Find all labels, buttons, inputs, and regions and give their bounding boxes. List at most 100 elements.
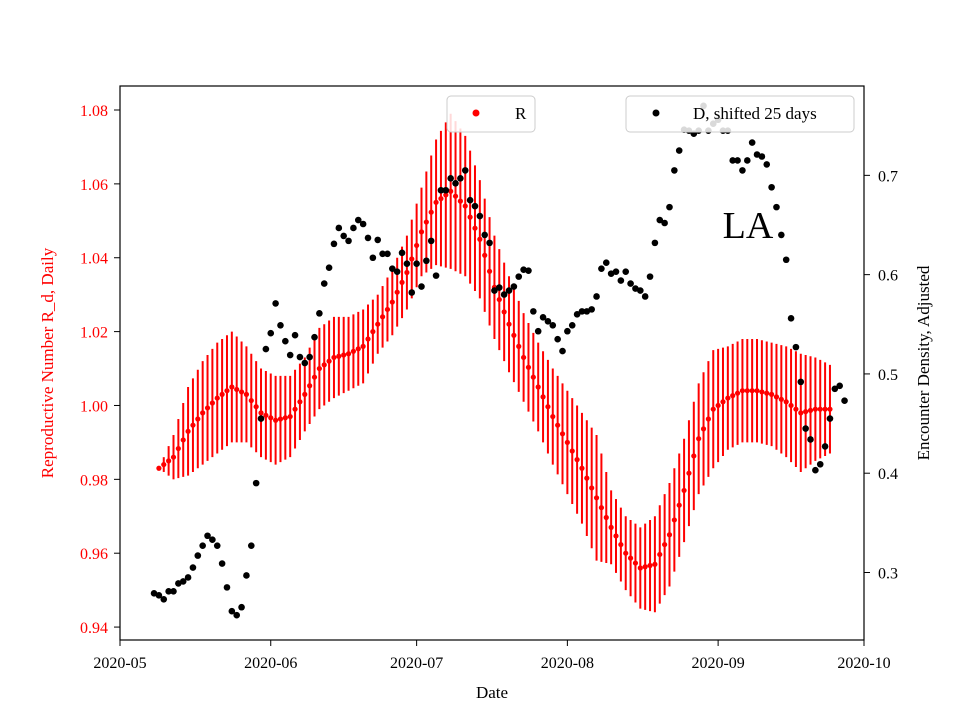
- d-point: [286, 351, 294, 359]
- left-y-tick-label: 0.94: [80, 620, 108, 637]
- r-point: [564, 439, 570, 446]
- r-point: [725, 395, 731, 401]
- r-point: [462, 203, 468, 209]
- d-point: [267, 329, 275, 337]
- d-point: [836, 382, 843, 390]
- d-point: [354, 216, 362, 224]
- d-point: [213, 542, 221, 549]
- r-point: [555, 422, 561, 428]
- d-point: [461, 167, 469, 174]
- d-point: [393, 268, 401, 275]
- d-point: [588, 306, 595, 313]
- r-point: [219, 391, 225, 397]
- d-point: [525, 267, 532, 274]
- r-point: [214, 395, 220, 401]
- d-point: [262, 345, 270, 353]
- right-y-tick-label: 0.6: [878, 268, 898, 285]
- r-point: [379, 314, 386, 320]
- left-y-tick-label: 0.96: [80, 546, 108, 563]
- r-point: [482, 252, 488, 258]
- d-point: [194, 552, 202, 559]
- d-point: [675, 147, 683, 154]
- d-point: [257, 415, 265, 422]
- left-y-axis-label: Reproductive Number R_d, Daily: [38, 247, 57, 478]
- r-point: [662, 541, 668, 548]
- r-point: [696, 436, 702, 442]
- d-point: [252, 479, 260, 487]
- r-point: [501, 309, 507, 315]
- d-point: [247, 542, 255, 549]
- d-point: [539, 314, 547, 321]
- d-point: [437, 186, 445, 194]
- d-point: [554, 335, 561, 343]
- d-point: [423, 257, 430, 265]
- r-point: [423, 219, 429, 225]
- d-point: [646, 273, 654, 280]
- r-point: [671, 517, 677, 523]
- d-point: [189, 564, 197, 571]
- d-point: [481, 231, 489, 239]
- d-point: [403, 260, 411, 268]
- r-point: [773, 394, 780, 400]
- d-point: [335, 224, 343, 232]
- d-point: [330, 240, 338, 248]
- r-point: [506, 321, 512, 327]
- d-point: [476, 212, 484, 220]
- d-point: [748, 139, 756, 146]
- r-point: [511, 332, 517, 338]
- d-point: [573, 311, 581, 318]
- legend-d-label: D, shifted 25 days: [693, 104, 817, 123]
- left-y-tick-label: 1.06: [80, 177, 108, 194]
- r-point: [676, 502, 682, 508]
- r-point: [559, 431, 566, 437]
- r-point: [486, 268, 493, 274]
- d-point: [666, 203, 673, 211]
- r-point: [807, 407, 814, 413]
- d-point: [301, 359, 309, 367]
- r-point: [399, 279, 405, 285]
- r-point: [355, 346, 361, 352]
- r-point: [243, 391, 250, 397]
- d-point: [486, 239, 493, 247]
- right-y-tick-label: 0.5: [878, 367, 898, 384]
- d-point: [530, 308, 537, 315]
- d-point: [199, 542, 206, 549]
- d-point: [457, 175, 464, 182]
- r-point: [166, 458, 172, 464]
- d-point: [369, 254, 377, 262]
- d-point: [578, 308, 586, 315]
- r-point: [545, 404, 551, 410]
- d-point: [233, 611, 241, 619]
- d-point: [282, 337, 289, 345]
- x-tick-label: 2020-06: [244, 655, 297, 672]
- r-point: [156, 465, 162, 471]
- r-point: [822, 406, 828, 412]
- d-point: [612, 268, 620, 275]
- d-point: [671, 167, 678, 174]
- d-point: [223, 584, 231, 591]
- r-point: [754, 388, 760, 394]
- d-point: [816, 460, 824, 468]
- right-y-axis-label: Encounter Density, Adjusted: [914, 265, 933, 460]
- r-point: [574, 457, 580, 463]
- r-point: [603, 514, 609, 521]
- r-point: [734, 390, 741, 396]
- d-point: [296, 353, 304, 361]
- left-y-tick-label: 1.08: [80, 103, 108, 120]
- x-tick-label: 2020-09: [691, 655, 744, 672]
- r-point: [569, 448, 575, 454]
- r-point: [365, 336, 371, 342]
- d-point: [812, 466, 819, 474]
- r-series: [156, 188, 833, 571]
- r-point: [375, 321, 381, 327]
- r-point: [608, 524, 614, 530]
- d-point: [792, 343, 800, 351]
- r-point: [452, 193, 459, 199]
- d-point: [627, 280, 634, 287]
- r-point: [535, 384, 541, 390]
- r-point: [647, 562, 653, 569]
- r-point: [739, 388, 746, 394]
- left-y-tick-label: 0.98: [80, 472, 108, 489]
- r-point: [798, 410, 804, 416]
- r-point: [443, 192, 449, 198]
